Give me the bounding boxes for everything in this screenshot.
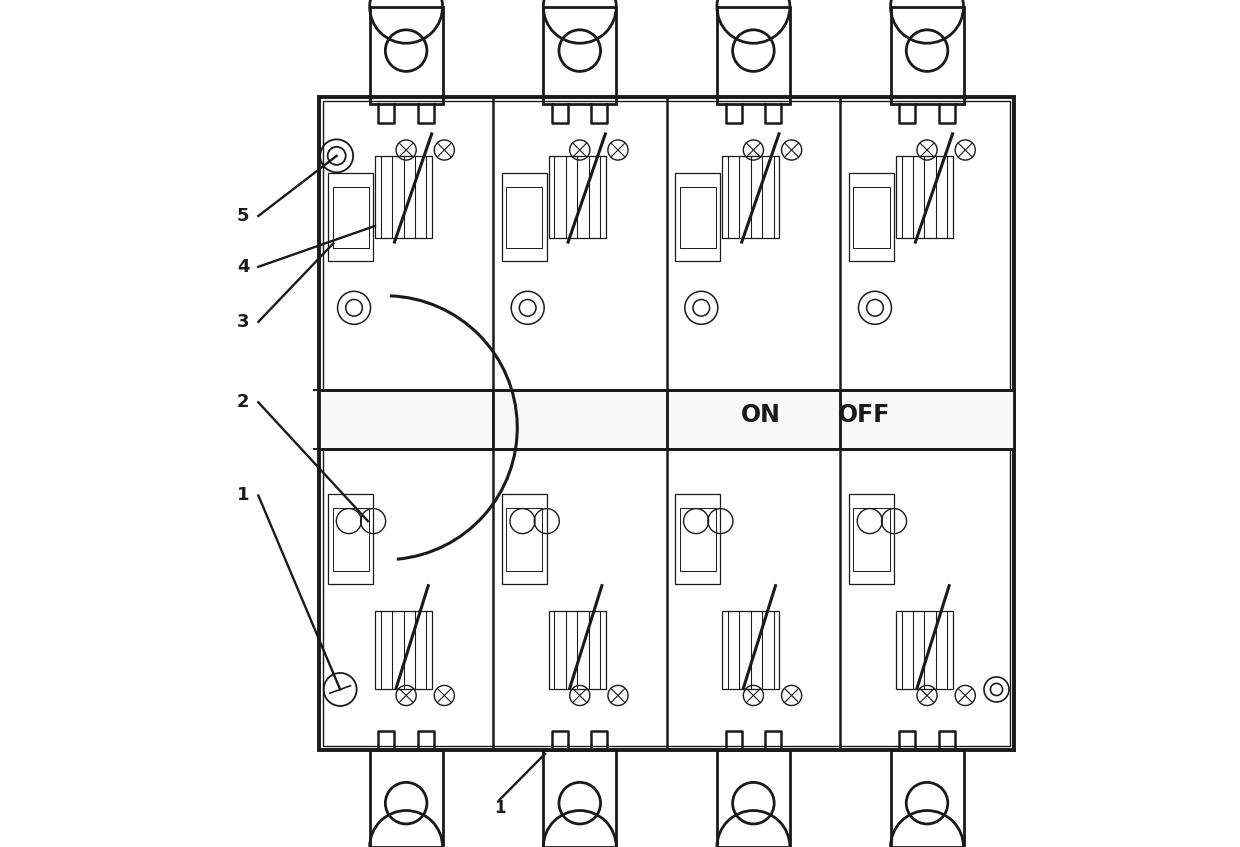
Bar xyxy=(506,507,542,571)
Bar xyxy=(332,507,368,571)
Bar xyxy=(676,174,720,261)
Bar xyxy=(370,750,443,847)
Bar xyxy=(680,186,715,248)
Bar xyxy=(370,7,443,104)
Text: ON: ON xyxy=(740,403,780,427)
Bar xyxy=(890,750,963,847)
Bar xyxy=(329,174,373,261)
Bar xyxy=(543,7,616,104)
Bar xyxy=(374,156,433,238)
Text: 1: 1 xyxy=(494,799,506,817)
Text: 5: 5 xyxy=(237,207,249,225)
Bar xyxy=(320,390,1014,449)
Bar xyxy=(722,612,780,689)
Bar xyxy=(853,186,889,248)
Bar xyxy=(680,507,715,571)
Bar xyxy=(895,612,954,689)
Bar xyxy=(332,186,368,248)
Bar xyxy=(853,507,889,571)
Bar xyxy=(548,156,606,238)
Text: 2: 2 xyxy=(237,393,249,412)
Bar xyxy=(890,7,963,104)
Bar xyxy=(502,494,547,584)
Bar xyxy=(676,494,720,584)
Text: 1: 1 xyxy=(237,486,249,505)
Bar xyxy=(502,174,547,261)
Bar xyxy=(717,750,790,847)
Bar xyxy=(329,494,373,584)
Bar xyxy=(506,186,542,248)
Bar xyxy=(374,612,433,689)
Bar xyxy=(548,612,606,689)
Bar xyxy=(849,174,894,261)
Text: 3: 3 xyxy=(237,313,249,331)
Bar xyxy=(322,101,1011,746)
Bar xyxy=(543,750,616,847)
Text: OFF: OFF xyxy=(838,403,890,427)
Bar xyxy=(849,494,894,584)
Bar xyxy=(895,156,954,238)
Bar xyxy=(722,156,780,238)
Bar xyxy=(717,7,790,104)
Text: 4: 4 xyxy=(237,257,249,276)
Bar xyxy=(320,97,1014,750)
